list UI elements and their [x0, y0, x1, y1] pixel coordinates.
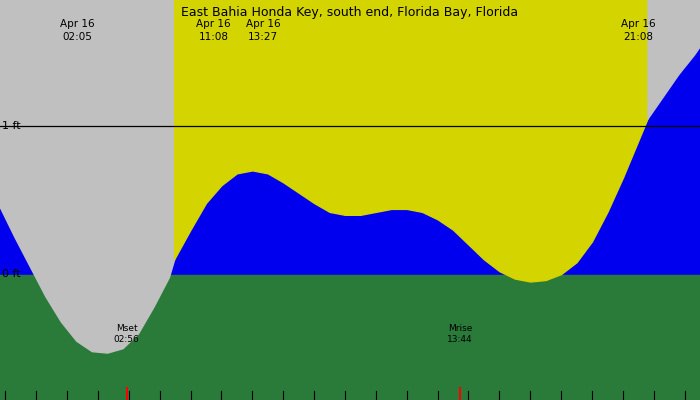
Bar	[174, 0, 648, 400]
Text: Apr 16
21:08: Apr 16 21:08	[621, 19, 656, 42]
Text: Mset
02:56: Mset 02:56	[113, 324, 139, 344]
Text: Apr 16
13:27: Apr 16 13:27	[246, 19, 281, 42]
Bar	[0, 0, 174, 400]
Text: Apr 16
11:08: Apr 16 11:08	[197, 19, 231, 42]
Text: Apr 16
02:05: Apr 16 02:05	[60, 19, 95, 42]
Text: Mrise
13:44: Mrise 13:44	[447, 324, 473, 344]
Text: 1 ft: 1 ft	[1, 121, 20, 131]
Text: East Bahia Honda Key, south end, Florida Bay, Florida: East Bahia Honda Key, south end, Florida…	[181, 6, 519, 19]
Text: 0 ft: 0 ft	[1, 269, 20, 279]
Bar	[648, 0, 700, 400]
